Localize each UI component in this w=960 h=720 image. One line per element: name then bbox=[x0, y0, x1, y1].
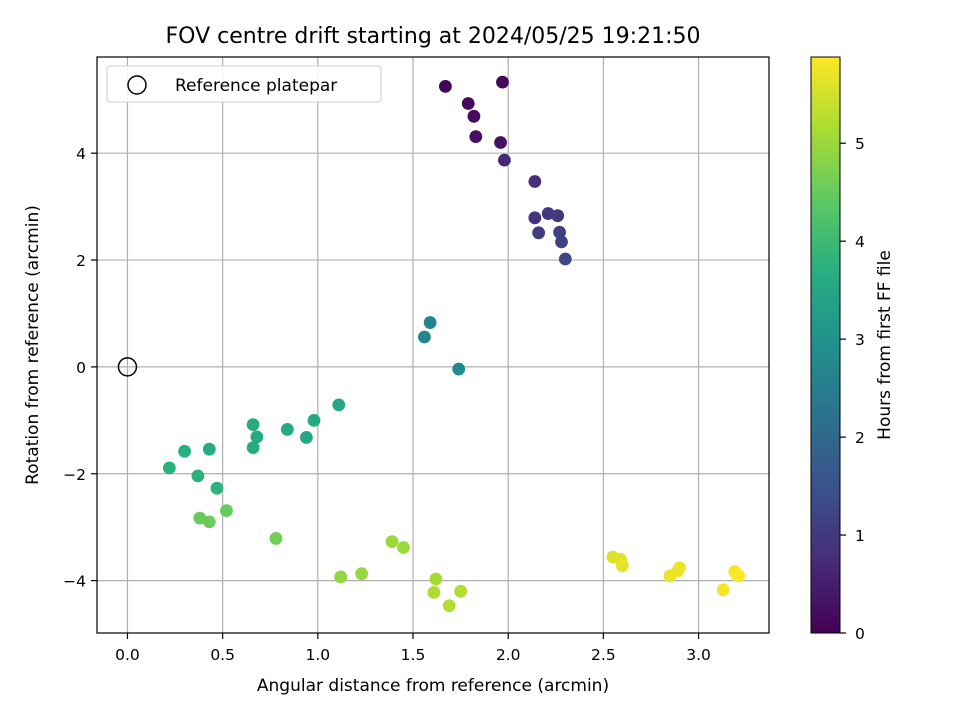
data-point bbox=[385, 535, 399, 549]
colorbar-tick-label: 2 bbox=[855, 429, 865, 447]
colorbar-tick-label: 5 bbox=[855, 135, 865, 153]
y-tick-label: 2 bbox=[76, 252, 86, 270]
colorbar-tick-label: 0 bbox=[855, 625, 865, 643]
data-point bbox=[355, 567, 369, 581]
data-point bbox=[202, 515, 216, 529]
colorbar-label: Hours from first FF file bbox=[875, 250, 895, 440]
data-point bbox=[497, 153, 511, 167]
data-point bbox=[162, 461, 176, 475]
colorbar-tick-label: 3 bbox=[855, 331, 865, 349]
legend: Reference platepar bbox=[106, 65, 382, 103]
data-point bbox=[528, 211, 542, 225]
x-tick-label: 1.0 bbox=[305, 646, 330, 664]
data-point bbox=[616, 559, 629, 573]
data-point bbox=[307, 413, 321, 427]
data-point bbox=[178, 444, 191, 458]
data-points bbox=[162, 75, 745, 613]
x-tick-label: 2.0 bbox=[496, 646, 521, 664]
grid-lines bbox=[97, 57, 769, 633]
data-point bbox=[210, 481, 224, 495]
data-point bbox=[452, 362, 466, 376]
data-point bbox=[541, 207, 555, 220]
data-point bbox=[429, 572, 443, 586]
y-axis-label: Rotation from reference (arcmin) bbox=[23, 205, 43, 485]
colorbar-gradient bbox=[810, 56, 841, 634]
y-axis-ticks: −4 −2 0 2 4 bbox=[63, 145, 97, 591]
data-point bbox=[461, 97, 475, 110]
x-tick-label: 2.5 bbox=[591, 646, 616, 664]
data-point bbox=[673, 561, 686, 575]
y-tick-label: 0 bbox=[76, 359, 86, 377]
data-point bbox=[528, 175, 542, 188]
data-point bbox=[494, 136, 507, 149]
x-tick-label: 0.0 bbox=[115, 646, 140, 664]
data-point bbox=[202, 442, 216, 456]
colorbar-ticks: 0 1 2 3 4 5 bbox=[840, 135, 865, 643]
data-point bbox=[555, 235, 568, 249]
data-point bbox=[334, 570, 348, 584]
data-point bbox=[280, 423, 294, 436]
x-tick-label: 1.5 bbox=[401, 646, 426, 664]
data-point bbox=[532, 226, 546, 240]
data-point bbox=[418, 330, 431, 344]
y-tick-label: 4 bbox=[76, 145, 86, 163]
data-point bbox=[246, 441, 260, 454]
legend-entry-reference-platepar: Reference platepar bbox=[175, 76, 337, 96]
data-point bbox=[332, 398, 346, 412]
x-tick-label: 0.5 bbox=[210, 646, 235, 664]
data-point bbox=[250, 430, 264, 444]
colorbar: 0 1 2 3 4 5 Hours from first FF file bbox=[810, 56, 895, 643]
data-point bbox=[246, 418, 260, 432]
data-point bbox=[300, 431, 313, 444]
plot-frame bbox=[96, 56, 770, 634]
data-point bbox=[467, 109, 481, 123]
data-point bbox=[558, 252, 572, 266]
data-point bbox=[469, 130, 483, 144]
colorbar-tick-label: 4 bbox=[855, 233, 865, 251]
data-point bbox=[454, 584, 468, 598]
x-axis-ticks: 0.0 0.5 1.0 1.5 2.0 2.5 3.0 bbox=[115, 633, 711, 664]
data-point bbox=[397, 541, 410, 554]
data-point bbox=[423, 316, 437, 329]
data-point bbox=[269, 532, 283, 545]
data-point bbox=[732, 569, 745, 583]
y-tick-label: −2 bbox=[63, 466, 86, 484]
chart-title: FOV centre drift starting at 2024/05/25 … bbox=[166, 24, 701, 49]
data-point bbox=[496, 75, 509, 89]
data-point bbox=[427, 585, 441, 599]
legend-box bbox=[106, 65, 382, 103]
x-tick-label: 3.0 bbox=[686, 646, 711, 664]
reference-platepar-marker bbox=[117, 357, 138, 377]
data-point bbox=[220, 504, 233, 518]
data-point bbox=[191, 469, 205, 483]
data-point bbox=[551, 209, 565, 223]
x-axis-label: Angular distance from reference (arcmin) bbox=[257, 676, 609, 696]
legend-marker-icon bbox=[127, 75, 147, 95]
data-point bbox=[553, 225, 566, 239]
y-tick-label: −4 bbox=[63, 573, 86, 591]
data-point bbox=[716, 583, 730, 597]
data-point bbox=[442, 599, 456, 613]
data-point bbox=[438, 79, 452, 93]
colorbar-tick-label: 1 bbox=[855, 527, 865, 545]
